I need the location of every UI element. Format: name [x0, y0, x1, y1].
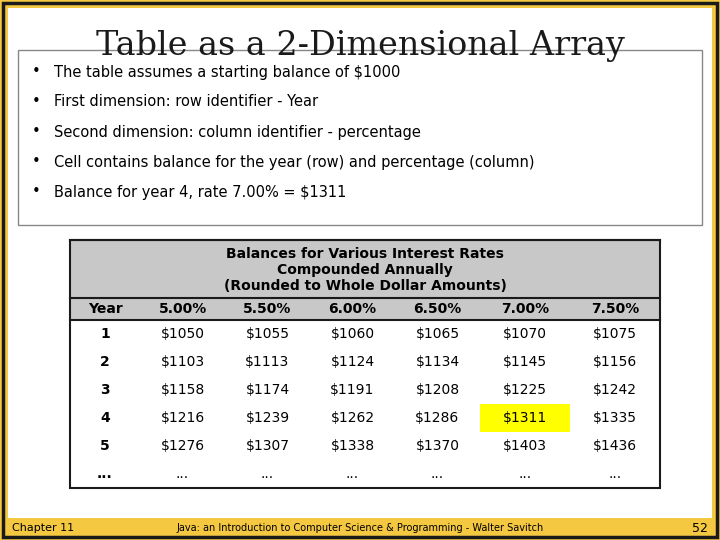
Bar	[18, 50, 702, 225]
Text: ...: ...	[97, 467, 113, 481]
Text: $1338: $1338	[330, 439, 374, 453]
Text: Compounded Annually: Compounded Annually	[277, 263, 453, 277]
Text: (Rounded to Whole Dollar Amounts): (Rounded to Whole Dollar Amounts)	[224, 279, 506, 293]
Text: Chapter 11: Chapter 11	[12, 523, 74, 533]
Text: ...: ...	[346, 467, 359, 481]
Text: ...: ...	[261, 467, 274, 481]
Text: Balance for year 4, rate 7.00% = $1311: Balance for year 4, rate 7.00% = $1311	[54, 185, 346, 199]
Text: $1060: $1060	[330, 327, 374, 341]
Text: Cell contains balance for the year (row) and percentage (column): Cell contains balance for the year (row)…	[54, 154, 534, 170]
Text: ...: ...	[431, 467, 444, 481]
Text: ...: ...	[176, 467, 189, 481]
Text: •: •	[32, 154, 40, 170]
Bar	[480, 404, 570, 432]
Text: •: •	[32, 64, 40, 79]
Text: 7.00%: 7.00%	[501, 302, 549, 316]
Text: Java: an Introduction to Computer Science & Programming - Walter Savitch: Java: an Introduction to Computer Scienc…	[176, 523, 544, 533]
Text: 5.50%: 5.50%	[243, 302, 292, 316]
Text: 6.00%: 6.00%	[328, 302, 377, 316]
Text: •: •	[32, 125, 40, 139]
Text: $1311: $1311	[503, 411, 547, 425]
Text: $1239: $1239	[246, 411, 289, 425]
Text: $1113: $1113	[246, 355, 289, 369]
Text: 6.50%: 6.50%	[413, 302, 462, 316]
Text: First dimension: row identifier - Year: First dimension: row identifier - Year	[54, 94, 318, 110]
Text: $1065: $1065	[415, 327, 459, 341]
Text: $1050: $1050	[161, 327, 204, 341]
Text: ...: ...	[518, 467, 531, 481]
Text: $1156: $1156	[593, 355, 637, 369]
Text: $1276: $1276	[161, 439, 204, 453]
Text: 4: 4	[100, 411, 110, 425]
Bar	[70, 240, 660, 488]
Text: •: •	[32, 185, 40, 199]
Text: $1075: $1075	[593, 327, 637, 341]
Text: $1158: $1158	[161, 383, 204, 397]
Text: $1208: $1208	[415, 383, 459, 397]
Text: •: •	[32, 94, 40, 110]
Text: $1286: $1286	[415, 411, 459, 425]
Text: $1124: $1124	[330, 355, 374, 369]
Text: 7.50%: 7.50%	[591, 302, 639, 316]
Text: $1370: $1370	[415, 439, 459, 453]
Text: $1103: $1103	[161, 355, 204, 369]
Text: $1174: $1174	[246, 383, 289, 397]
Text: $1134: $1134	[415, 355, 459, 369]
Text: 5: 5	[100, 439, 110, 453]
Text: Year: Year	[88, 302, 122, 316]
Text: $1145: $1145	[503, 355, 547, 369]
Text: $1055: $1055	[246, 327, 289, 341]
Text: $1242: $1242	[593, 383, 637, 397]
Text: The table assumes a starting balance of $1000: The table assumes a starting balance of …	[54, 64, 400, 79]
Text: $1307: $1307	[246, 439, 289, 453]
Bar	[70, 320, 660, 488]
Text: $1225: $1225	[503, 383, 547, 397]
Text: $1335: $1335	[593, 411, 637, 425]
Text: Balances for Various Interest Rates: Balances for Various Interest Rates	[226, 247, 504, 261]
Text: 1: 1	[100, 327, 110, 341]
Text: $1216: $1216	[161, 411, 204, 425]
Text: 3: 3	[100, 383, 110, 397]
Text: $1403: $1403	[503, 439, 547, 453]
Text: Second dimension: column identifier - percentage: Second dimension: column identifier - pe…	[54, 125, 421, 139]
Text: $1436: $1436	[593, 439, 637, 453]
Text: $1262: $1262	[330, 411, 374, 425]
Text: Table as a 2-Dimensional Array: Table as a 2-Dimensional Array	[96, 30, 624, 62]
Text: 2: 2	[100, 355, 110, 369]
Bar	[70, 240, 660, 488]
Text: ...: ...	[608, 467, 621, 481]
Text: 5.00%: 5.00%	[158, 302, 207, 316]
Text: $1070: $1070	[503, 327, 547, 341]
Text: 52: 52	[692, 522, 708, 535]
Text: $1191: $1191	[330, 383, 374, 397]
